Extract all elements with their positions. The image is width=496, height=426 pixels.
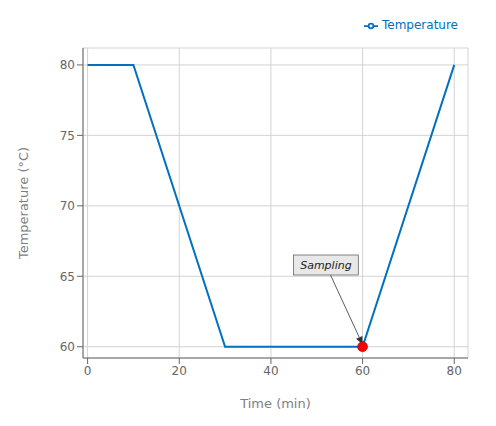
svg-text:Time (min): Time (min) [239,396,311,411]
svg-text:0: 0 [84,364,92,378]
svg-text:60: 60 [60,340,75,354]
svg-text:Temperature (°C): Temperature (°C) [16,147,31,260]
svg-text:75: 75 [60,129,75,143]
svg-text:Sampling: Sampling [300,259,352,272]
svg-text:65: 65 [60,270,75,284]
svg-text:60: 60 [355,364,370,378]
svg-text:80: 80 [60,58,75,72]
html-text:Temperature: Temperature [382,18,458,32]
svg-text:40: 40 [263,364,278,378]
svg-text:80: 80 [447,364,462,378]
svg-text:20: 20 [172,364,187,378]
svg-text:70: 70 [60,199,75,213]
